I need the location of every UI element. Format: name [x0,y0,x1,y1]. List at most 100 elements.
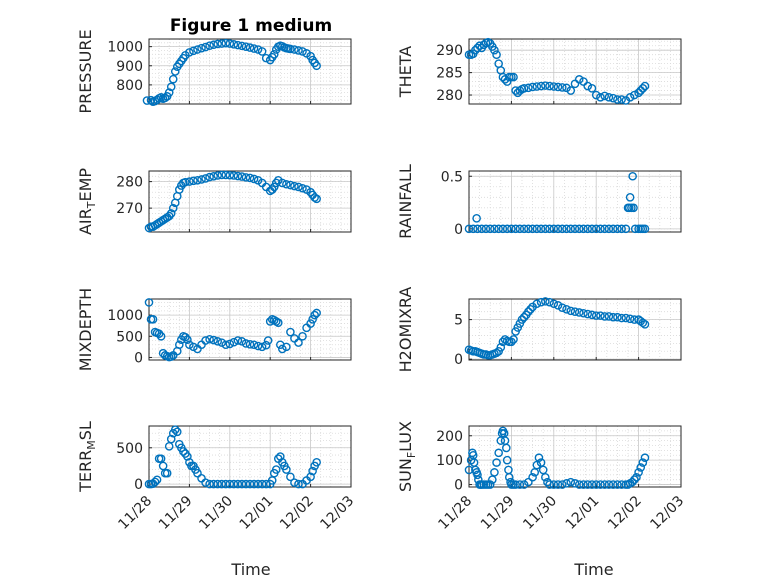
data-point [519,224,529,234]
y-tick-label: 500 [116,441,143,457]
data-point [640,453,650,463]
data-point [579,480,588,489]
data-point [485,480,495,489]
data-point [532,82,542,91]
data-point [496,343,506,352]
data-point [306,319,315,328]
data-point [596,224,605,234]
y-tick-label: 0 [134,477,143,493]
data-point [298,47,307,56]
data-point [286,180,295,190]
y-tick-label: 900 [116,59,143,75]
data-point [201,42,210,52]
series-points [464,426,650,489]
data-point [634,468,643,477]
data-point [557,224,567,234]
data-point [245,340,255,349]
data-point [275,452,285,461]
data-point [146,95,156,105]
y-tick-label: 0 [454,478,463,494]
data-point [536,297,546,307]
data-point [545,297,554,307]
data-point [613,224,622,234]
data-point [621,224,631,234]
y-tick-label: 800 [116,78,143,94]
y-tick-label: 280 [436,88,463,104]
data-point [225,339,235,349]
y-tick-label: 1000 [107,40,143,56]
data-point [519,84,529,93]
data-point [600,480,609,489]
data-point [168,203,178,213]
data-point [625,314,635,324]
data-point [217,39,227,48]
x-tick-label: 11/29 [478,493,518,533]
data-point [507,337,516,347]
data-point [534,453,544,463]
data-point [574,480,584,489]
data-point [205,479,214,489]
data-point [591,480,601,489]
data-point [579,77,588,86]
data-point [181,177,190,187]
data-point [553,224,563,234]
data-point [290,45,299,54]
data-point [485,224,495,234]
data-point [468,224,478,234]
data-point [205,41,214,50]
data-point [528,472,537,482]
data-point [237,41,247,51]
data-point [608,312,618,322]
data-point [170,67,180,76]
data-point [498,337,508,347]
data-point [294,46,303,55]
data-point [166,209,176,218]
data-point [570,224,580,234]
data-point [617,95,626,104]
data-point [312,61,321,71]
data-point [617,480,626,489]
data-point [640,81,650,91]
subplot-theta: 280 285 290 THETA [396,37,682,105]
data-point [241,339,251,348]
data-point [181,332,190,342]
data-point [640,320,650,329]
y-tick-label: 0 [454,352,463,368]
data-point [541,297,550,306]
data-point [608,224,618,234]
data-point [638,84,648,93]
data-point [241,479,251,489]
data-point [241,173,251,182]
y-tick-label: 500 [116,329,143,345]
data-point [536,224,546,234]
x-tick-label: 11/29 [156,493,196,533]
y-tick-label: 270 [116,201,143,217]
x-tick-label: 12/01 [563,493,603,533]
series-points [144,298,321,362]
data-point [174,340,184,350]
data-point [562,479,571,488]
data-point [298,183,307,193]
data-point [541,224,550,234]
axes-box [468,38,682,105]
data-point [168,74,178,84]
data-point [517,315,527,324]
data-point [290,478,299,487]
x-axis-label-right: Time [573,560,613,579]
data-point [308,315,317,324]
data-point [511,224,520,234]
data-point [233,479,243,489]
data-point [464,465,474,475]
data-point [509,72,518,82]
data-point [179,447,188,456]
y-tick-label: 285 [436,66,463,82]
data-point [282,465,291,474]
data-point [553,480,563,489]
data-point [549,224,559,234]
axes-box [148,298,352,361]
data-point [261,340,271,350]
series-points [464,37,650,105]
data-point [596,92,605,102]
data-point [312,194,321,204]
data-point [625,92,635,102]
